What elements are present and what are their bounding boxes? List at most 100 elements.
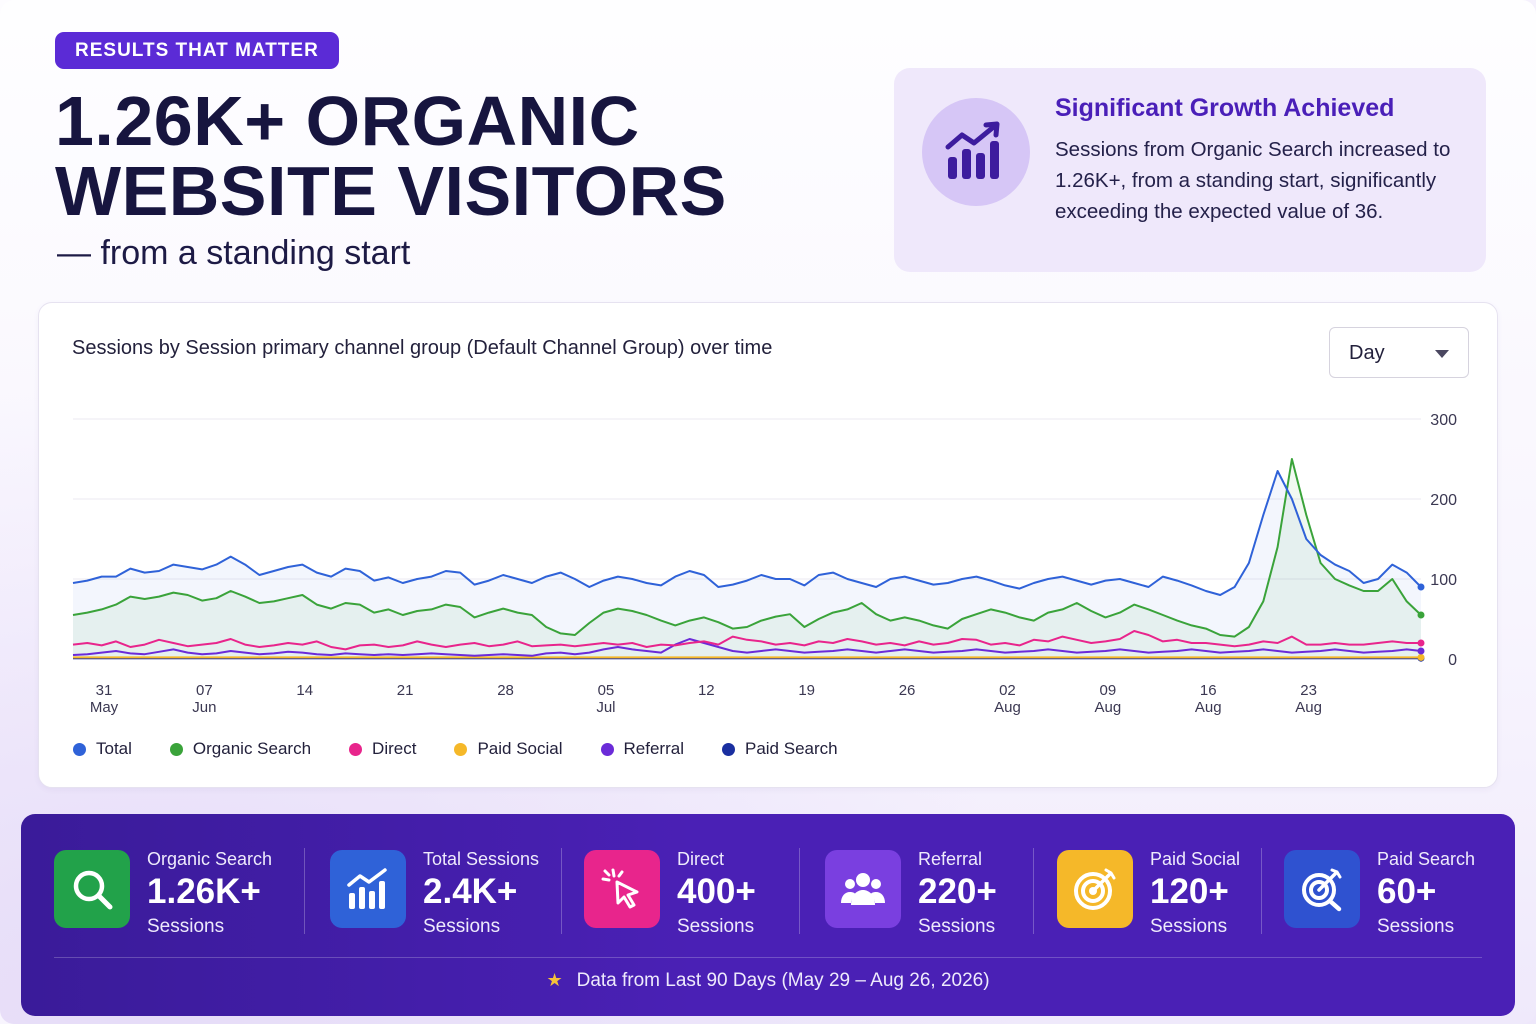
x-tick-label: 05 [598, 682, 615, 699]
legend-dot-icon [73, 742, 86, 756]
bar-chart-icon [330, 850, 406, 928]
legend-label: Paid Social [477, 739, 563, 758]
headline-line-2: WEBSITE VISITORS [55, 152, 727, 230]
headline-line-1: 1.26K+ ORGANIC [55, 82, 640, 160]
series-line-total [72, 470, 1422, 596]
x-tick-label: 26 [899, 682, 916, 699]
legend-item[interactable]: Referral [600, 739, 684, 759]
series-end-point [1417, 647, 1425, 655]
series-line-referral [72, 638, 1422, 657]
stat-label: Organic Search [147, 849, 273, 869]
legend-label: Referral [623, 739, 684, 758]
y-tick-label: 0 [1448, 652, 1457, 669]
stat-value: 400+ [677, 872, 756, 911]
stat-separator [561, 848, 562, 934]
stat-value: 1.26K+ [147, 872, 261, 911]
growth-chart-icon [922, 98, 1030, 206]
stat-sub: Sessions [1377, 916, 1455, 937]
legend-dot-icon [721, 742, 735, 756]
headline: 1.26K+ ORGANIC WEBSITE VISITORS [55, 86, 855, 226]
legend-item[interactable]: Direct [349, 739, 416, 759]
callout-body: Sessions from Organic Search increased t… [1055, 138, 1451, 223]
x-tick-label: 23 [1300, 682, 1317, 699]
legend-label: Direct [372, 739, 417, 758]
x-tick-label: 07 [196, 682, 213, 699]
stat-separator [799, 848, 800, 934]
stat-sub: Sessions [147, 916, 225, 937]
users-icon [825, 850, 901, 928]
data-range-footnote: ★ Data from Last 90 Days (May 29 – Aug 26… [21, 970, 1515, 992]
chart-legend: Total Organic Search Direct Paid Social Refe… [73, 739, 876, 759]
granularity-value: Day [1349, 342, 1385, 364]
stat-sub: Sessions [423, 916, 501, 937]
x-tick-month-label: Jul [596, 699, 615, 716]
legend-dot-icon [169, 742, 183, 756]
legend-dot-icon [349, 742, 363, 756]
legend-item[interactable]: Organic Search [169, 739, 312, 759]
x-tick-label: 02 [999, 682, 1016, 699]
stat-label: Paid Social [1150, 849, 1241, 869]
search-icon [54, 850, 130, 928]
target-icon [1057, 850, 1133, 928]
legend-dot-icon [454, 742, 468, 756]
legend-dot-icon [600, 742, 614, 756]
stat-label: Paid Search [1377, 849, 1476, 869]
stat-sub: Sessions [1150, 916, 1228, 937]
series-line-direct [72, 630, 1421, 651]
stat-label: Direct [677, 849, 725, 869]
stat-value: 2.4K+ [423, 872, 518, 911]
x-tick-month-label: Aug [1295, 699, 1322, 716]
chart-title: Sessions by Session primary channel grou… [72, 337, 773, 359]
stat-value: 120+ [1150, 872, 1229, 911]
x-tick-month-label: Aug [994, 699, 1021, 716]
growth-callout: Significant Growth Achieved Sessions fro… [894, 68, 1486, 272]
x-tick-label: 19 [798, 682, 815, 699]
legend-item[interactable]: Paid Social [454, 739, 563, 759]
granularity-select[interactable]: Day [1329, 327, 1469, 378]
legend-item[interactable]: Paid Search [721, 739, 838, 759]
headline-subline: — from a standing start [57, 234, 411, 272]
stat-separator [304, 848, 305, 934]
x-tick-label: 21 [397, 682, 414, 699]
stat-value: 220+ [918, 872, 997, 911]
callout-title: Significant Growth Achieved [1055, 94, 1395, 122]
cursor-click-icon [584, 850, 660, 928]
y-tick-label: 200 [1430, 492, 1457, 509]
x-tick-month-label: May [90, 699, 119, 716]
y-tick-label: 300 [1430, 412, 1457, 429]
stat-value: 60+ [1377, 872, 1437, 911]
x-tick-label: 12 [698, 682, 715, 699]
series-area-organic-search [73, 459, 1421, 659]
stat-label: Total Sessions [423, 849, 540, 869]
stat-separator [1033, 848, 1034, 934]
stat-sub: Sessions [677, 916, 755, 937]
stats-divider [54, 957, 1482, 958]
x-tick-month-label: Jun [192, 699, 216, 716]
chevron-down-icon [1435, 350, 1449, 358]
results-badge: RESULTS THAT MATTER [55, 32, 339, 69]
stat-label: Referral [918, 849, 983, 869]
series-end-point [1417, 611, 1425, 619]
x-tick-label: 14 [296, 682, 313, 699]
series-end-point [1417, 639, 1425, 647]
stats-bar: Organic Search 1.26K+ Sessions Total Sessio… [21, 814, 1515, 1016]
x-tick-label: 31 [96, 682, 113, 699]
x-tick-label: 28 [497, 682, 514, 699]
legend-label: Organic Search [192, 739, 312, 758]
x-tick-label: 16 [1200, 682, 1217, 699]
y-tick-label: 100 [1430, 572, 1457, 589]
stat-sub: Sessions [918, 916, 996, 937]
x-tick-label: 09 [1099, 682, 1116, 699]
star-icon: ★ [546, 970, 563, 990]
legend-label: Paid Search [744, 739, 838, 758]
stat-separator [1261, 848, 1262, 934]
series-end-point [1417, 583, 1425, 591]
sessions-chart-card: Sessions by Session primary channel grou… [38, 302, 1498, 788]
series-line-organic-search [72, 458, 1422, 638]
series-end-point [1417, 653, 1425, 661]
x-tick-month-label: Aug [1195, 699, 1222, 716]
legend-label: Total [96, 739, 132, 758]
target-search-icon [1284, 850, 1360, 928]
legend-item[interactable]: Total [73, 739, 132, 759]
